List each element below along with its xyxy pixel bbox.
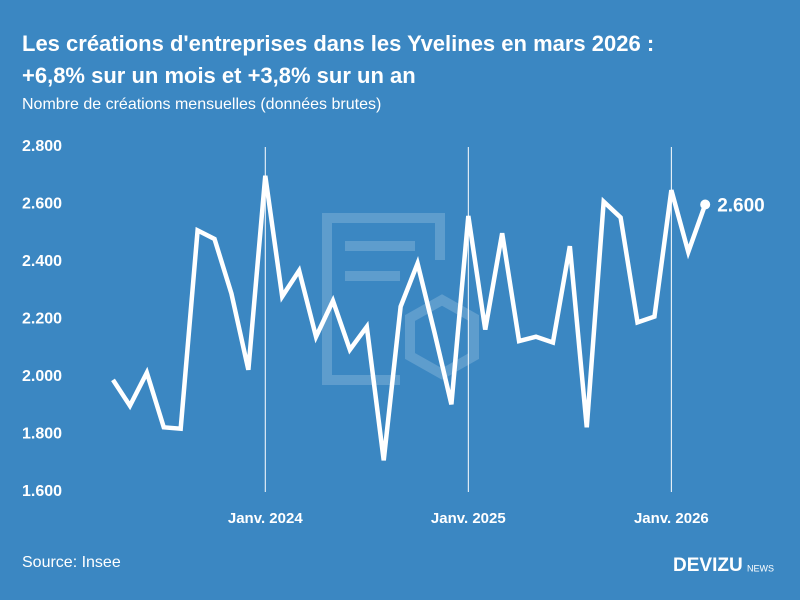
y-tick-label: 2.800 xyxy=(22,138,62,155)
y-tick-label: 1.600 xyxy=(22,483,62,500)
line xyxy=(111,175,708,461)
x-tick-label: Janv. 2025 xyxy=(431,510,506,527)
end-point xyxy=(700,199,711,210)
source: Source: Insee xyxy=(22,554,121,571)
y-tick-label: 2.200 xyxy=(22,311,62,328)
x-tick-label: Janv. 2024 xyxy=(228,510,303,527)
y-tick-label: 2.000 xyxy=(22,368,62,385)
y-tick-label: 2.600 xyxy=(22,196,62,213)
brand-suffix: NEWS xyxy=(747,563,774,573)
y-tick-label: 2.400 xyxy=(22,253,62,270)
value-label: 2.600 xyxy=(717,196,765,217)
chart-title: Les créations d'entreprises dans les Yve… xyxy=(22,31,654,56)
chart-title: +6,8% sur un mois et +3,8% sur un an xyxy=(22,63,416,88)
y-tick-label: 1.800 xyxy=(22,426,62,443)
chart-subtitle: Nombre de créations mensuelles (données … xyxy=(22,96,381,113)
brand: DEVIZU xyxy=(673,555,743,576)
x-tick-label: Janv. 2026 xyxy=(634,510,709,527)
